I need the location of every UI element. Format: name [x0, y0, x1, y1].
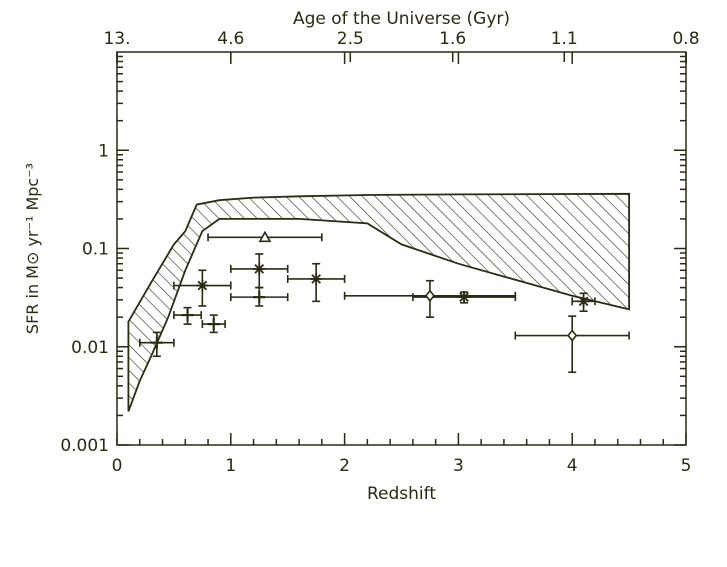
diamond-marker [424, 289, 435, 303]
y-axis-label: SFR in M⊙ yr⁻¹ Mpc⁻³ [23, 163, 42, 334]
data-point-plus [173, 306, 203, 325]
data-point-asterisk [173, 269, 232, 307]
y-tick-label: 0.1 [82, 240, 109, 260]
top-tick-label: 1.1 [551, 29, 578, 49]
top-tick-label: 4.6 [217, 29, 244, 49]
top-tick-label: 13. [103, 29, 130, 49]
data-point-diamond [343, 279, 517, 318]
y-tick-label: 0.001 [60, 436, 109, 456]
data-points [138, 230, 630, 374]
data-point-plus [201, 314, 226, 334]
top-axis-label: Age of the Universe (Gyr) [293, 9, 510, 29]
x-tick-label: 3 [453, 456, 464, 476]
axis-ticks: 0 1 2 3 4 5 13. 4.6 2.5 1.6 1.1 0.8 0.001 0.01 0.1 1 [60, 29, 699, 476]
data-point-plus [138, 331, 175, 358]
top-tick-label: 0.8 [672, 29, 699, 49]
y-tick-label: 0.01 [71, 338, 109, 358]
triangle-marker [258, 230, 272, 243]
top-tick-label: 2.5 [337, 29, 364, 49]
data-point-asterisk [230, 253, 289, 289]
data-point-asterisk [286, 262, 346, 303]
confidence-band [127, 192, 630, 412]
diamond-marker [567, 329, 578, 342]
x-tick-label: 2 [339, 456, 350, 476]
x-tick-label: 0 [112, 456, 123, 476]
y-tick-label: 1 [98, 141, 109, 161]
x-axis-label: Redshift [367, 484, 436, 504]
x-tick-label: 1 [225, 456, 236, 476]
hatched-band [127, 192, 630, 412]
data-point-plus [230, 286, 289, 307]
data-point-triangle [207, 230, 323, 243]
top-tick-label: 1.6 [439, 29, 466, 49]
data-point-diamond [514, 315, 630, 374]
x-tick-label: 4 [567, 456, 578, 476]
data-point-asterisk [571, 292, 596, 313]
x-tick-label: 5 [681, 456, 692, 476]
